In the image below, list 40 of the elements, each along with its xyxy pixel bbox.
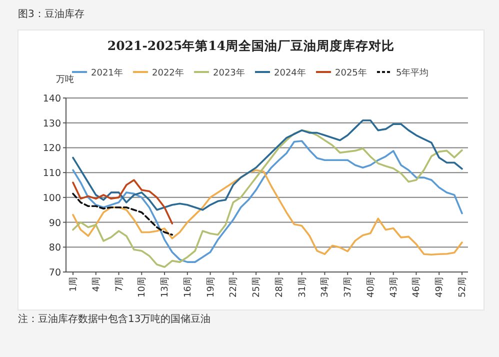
x-tick-label: 52周: [457, 277, 468, 298]
y-tick-label: 100: [42, 192, 61, 204]
x-tick-label: 1周: [68, 277, 79, 292]
x-tick-label: 49周: [434, 277, 446, 298]
chart-title: 2021-2025年第14周全国油厂豆油周度库存对比: [107, 38, 395, 53]
legend-label: 2025年: [335, 68, 367, 78]
x-tick-label: 13周: [160, 277, 171, 298]
y-axis-title: 万吨: [56, 74, 74, 85]
x-tick-label: 10周: [136, 277, 148, 298]
y-tick-label: 140: [42, 94, 61, 104]
x-tick-label: 43周: [388, 277, 400, 298]
y-tick-label: 80: [48, 242, 61, 254]
legend-label: 2022年: [152, 68, 184, 78]
y-tick-label: 70: [48, 268, 61, 278]
x-tick-label: 46周: [411, 277, 422, 298]
legend-label: 2021年: [91, 68, 123, 78]
x-tick-label: 25周: [251, 277, 262, 298]
y-tick-label: 90: [48, 218, 61, 229]
line-series: [72, 179, 174, 224]
x-tick-label: 28周: [274, 277, 285, 298]
y-tick-label: 120: [42, 143, 61, 154]
line-series: [72, 192, 174, 236]
text: 注：豆油库存数据中包含13万吨的国储豆油: [18, 313, 211, 325]
x-tick-label: 40周: [365, 277, 376, 298]
x-tick-label: 34周: [320, 277, 331, 298]
x-tick-label: 22周: [228, 277, 240, 298]
legend-label: 2023年: [213, 68, 245, 78]
caption: 图3：豆油库存: [18, 8, 84, 20]
x-tick-label: 4周: [90, 277, 102, 292]
legend-label: 5年平均: [396, 68, 429, 78]
y-tick-label: 110: [42, 168, 61, 180]
x-tick-label: 31周: [296, 277, 308, 298]
line-series: [72, 169, 463, 256]
x-tick-label: 19周: [205, 277, 216, 298]
x-tick-label: 37周: [342, 277, 354, 298]
x-tick-label: 7周: [114, 277, 125, 292]
x-tick-label: 16周: [182, 277, 194, 298]
legend-label: 2024年: [274, 68, 306, 78]
line-series: [72, 119, 463, 211]
y-tick-label: 130: [42, 118, 61, 130]
